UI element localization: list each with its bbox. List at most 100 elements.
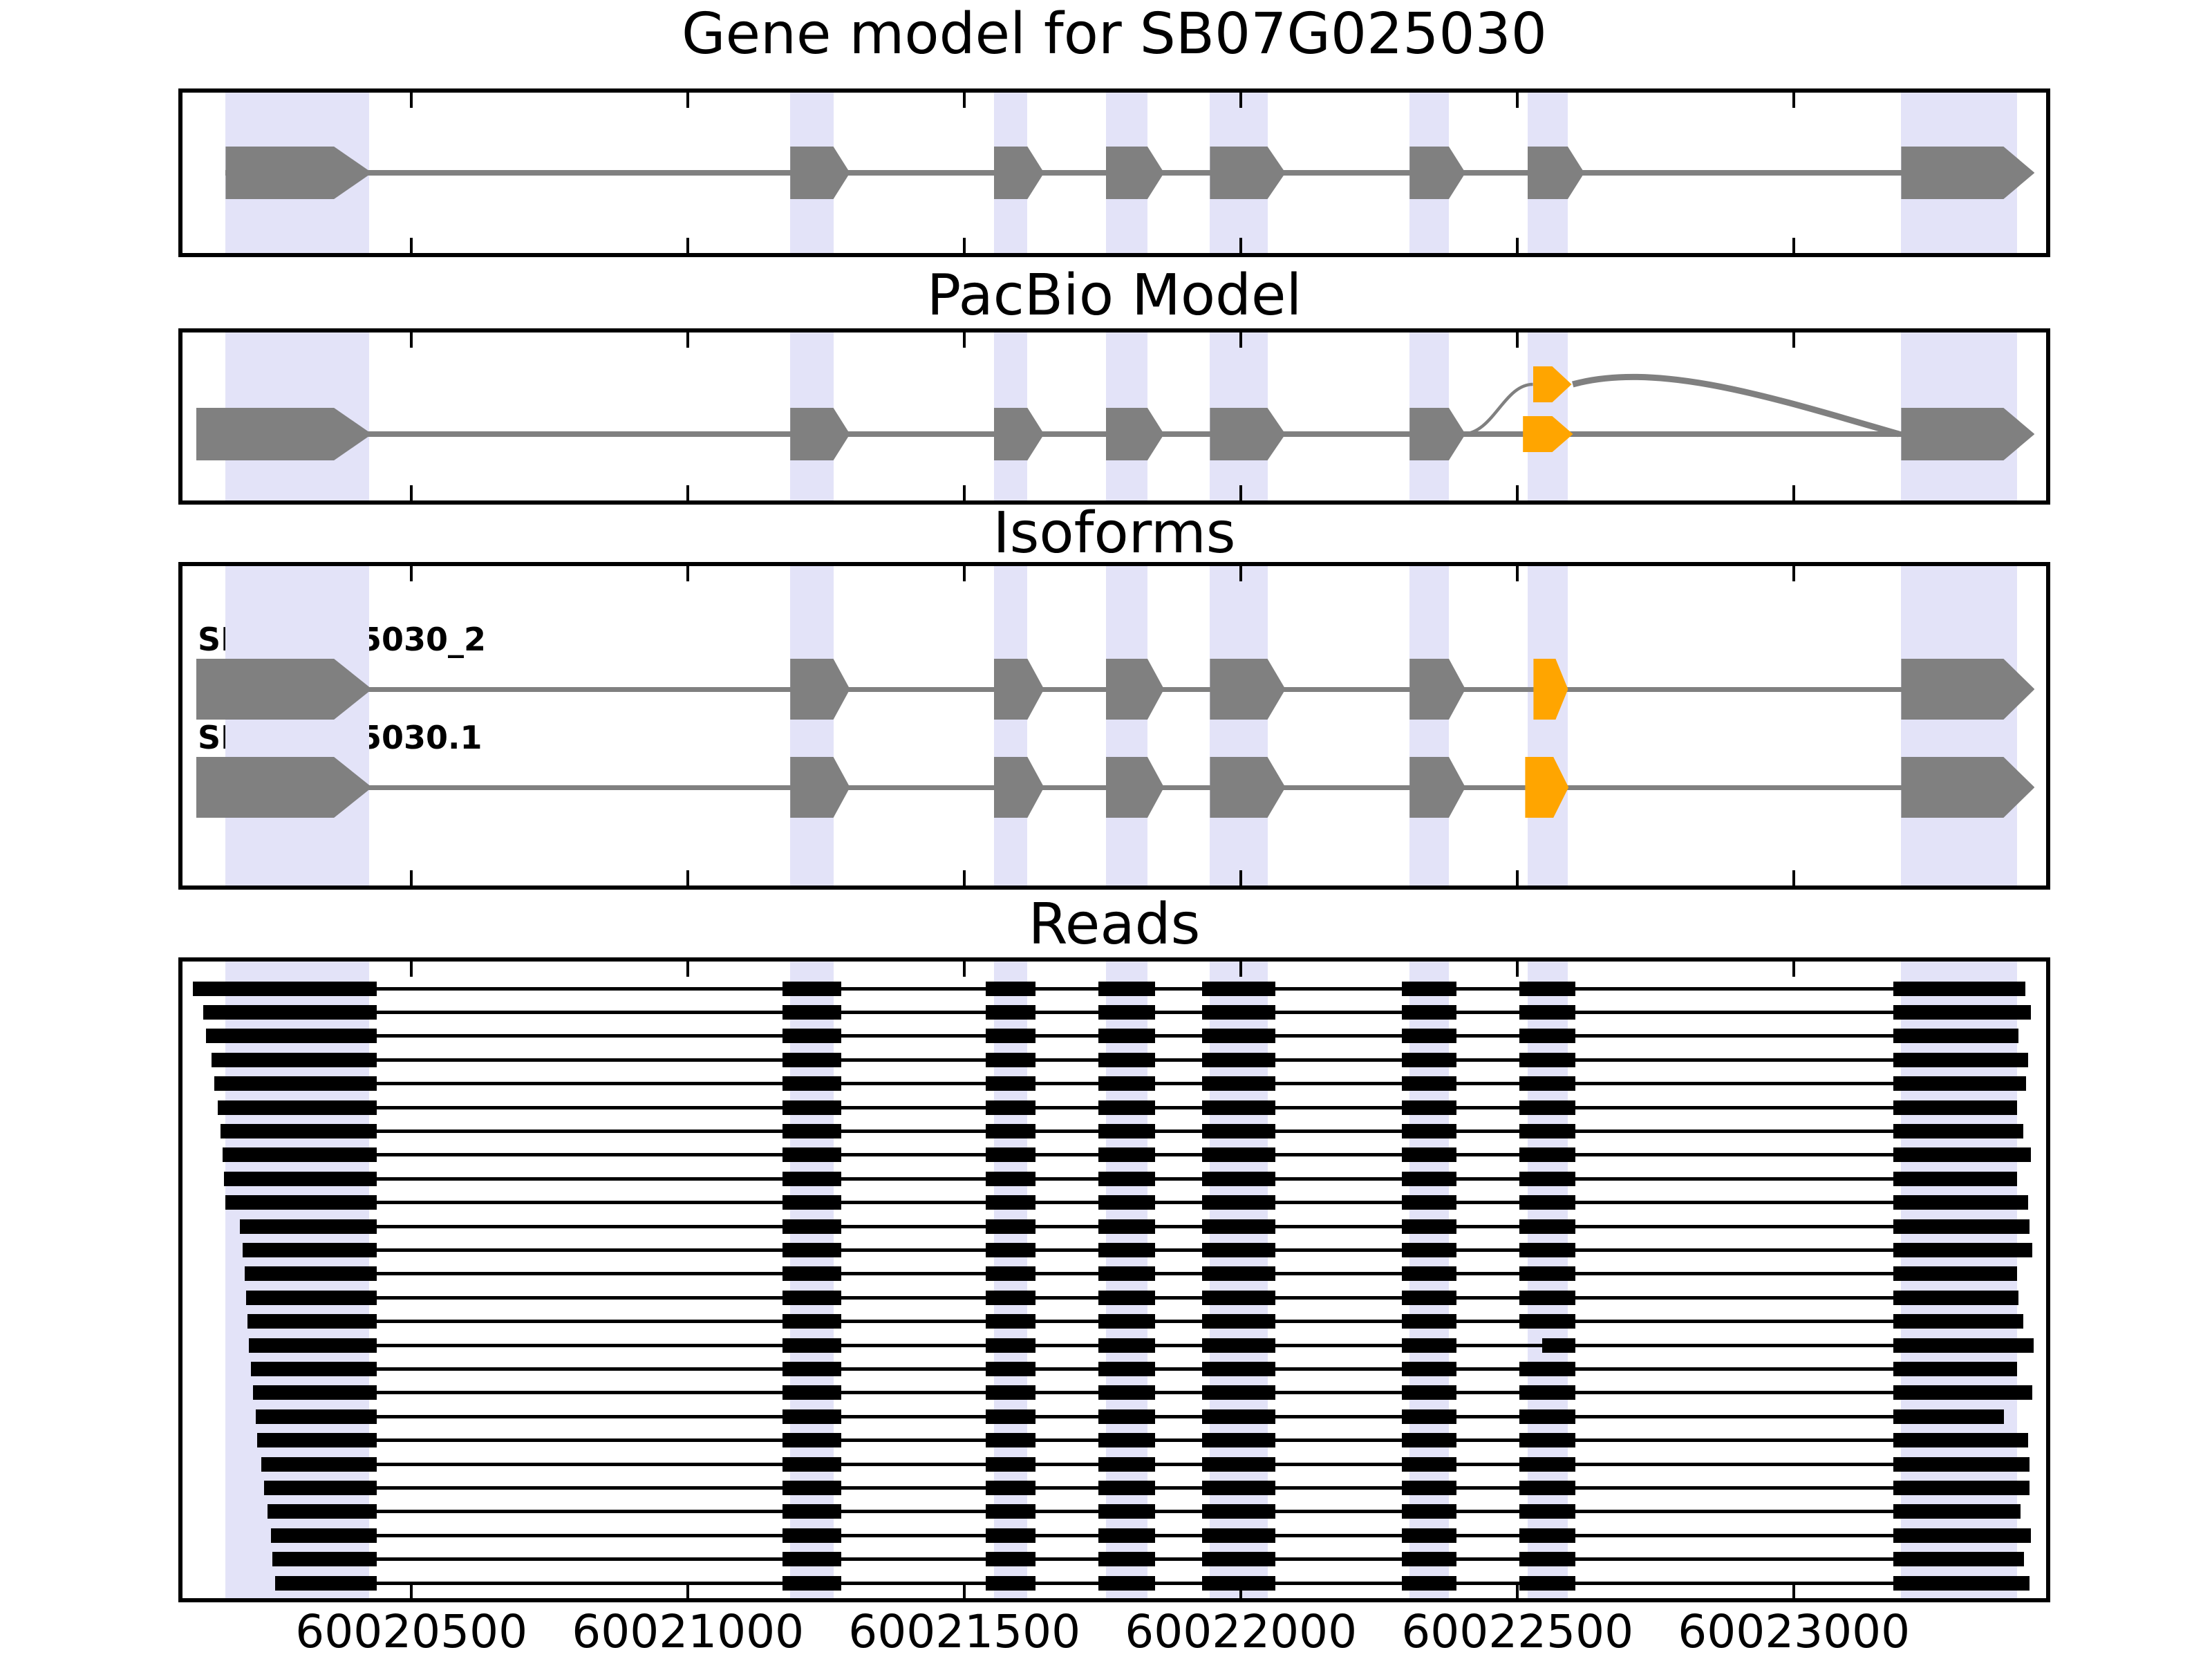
read-block <box>1519 981 1576 996</box>
axis-tick <box>1239 238 1243 253</box>
read-block <box>782 1552 841 1567</box>
read-block <box>1893 1504 2021 1519</box>
read-block <box>1893 1147 2032 1163</box>
read-block <box>1202 1361 1275 1376</box>
read-block <box>1202 1290 1275 1305</box>
read-block <box>1893 1242 2032 1257</box>
read-block <box>1202 1552 1275 1567</box>
axis-tick <box>1239 332 1243 348</box>
read-block <box>1098 1171 1156 1186</box>
read-block <box>206 1029 377 1044</box>
read-block <box>1893 1361 2018 1376</box>
exon-block <box>196 659 372 720</box>
track-title-isoforms: Isoforms <box>993 500 1236 566</box>
read-block <box>225 1195 377 1210</box>
read-block <box>1402 1219 1457 1234</box>
axis-tick <box>410 238 413 253</box>
read-block <box>1202 1004 1275 1020</box>
exon-block <box>1210 757 1285 818</box>
axis-tick <box>1516 93 1519 108</box>
highlight-band <box>1106 566 1147 885</box>
read-block <box>1098 1052 1156 1067</box>
axis-tick <box>1516 566 1519 581</box>
read-block <box>1402 1195 1457 1210</box>
read-block <box>1893 1171 2018 1186</box>
read-block <box>1519 1076 1576 1091</box>
read-block <box>1098 1314 1156 1329</box>
read-block <box>1519 1171 1576 1186</box>
read-block <box>1519 1219 1576 1234</box>
read-block <box>255 1409 377 1424</box>
read-block <box>782 1004 841 1020</box>
axis-tick <box>1792 962 1796 977</box>
axis-tick <box>686 566 690 581</box>
read-block <box>1402 1004 1457 1020</box>
read-block <box>782 1338 841 1353</box>
read-block <box>986 1100 1035 1115</box>
read-block <box>986 1195 1035 1210</box>
read-block <box>986 1480 1035 1495</box>
axis-tick <box>963 962 966 977</box>
axis-tick <box>963 870 966 885</box>
read-block <box>1098 1504 1156 1519</box>
read-block <box>986 1385 1035 1400</box>
read-block <box>1202 1052 1275 1067</box>
read-block <box>1893 1314 2024 1329</box>
axis-tick <box>686 93 690 108</box>
read-block <box>1202 1385 1275 1400</box>
axis-tick <box>1239 93 1243 108</box>
read-block <box>986 1219 1035 1234</box>
read-block <box>1519 1029 1576 1044</box>
read-block <box>1402 1029 1457 1044</box>
read-block <box>1202 1147 1275 1163</box>
x-tick-label: 60023000 <box>1678 1605 1911 1658</box>
read-block <box>1893 981 2026 996</box>
highlight-band <box>1901 566 2018 885</box>
read-block <box>249 1338 377 1353</box>
axis-tick <box>686 962 690 977</box>
axis-tick <box>963 238 966 253</box>
read-block <box>986 981 1035 996</box>
read-block <box>782 1052 841 1067</box>
read-block <box>1098 1219 1156 1234</box>
read-block <box>1893 1552 2024 1567</box>
read-block <box>1402 1552 1457 1567</box>
axis-tick <box>410 566 413 581</box>
read-block <box>1202 1076 1275 1091</box>
axis-tick <box>1516 1583 1519 1598</box>
axis-tick <box>1792 870 1796 885</box>
axis-tick <box>1516 332 1519 348</box>
read-block <box>986 1552 1035 1567</box>
read-block <box>1202 1528 1275 1543</box>
read-block <box>246 1290 377 1305</box>
read-block <box>1402 1409 1457 1424</box>
read-block <box>1402 1242 1457 1257</box>
read-block <box>1202 1195 1275 1210</box>
read-block <box>782 1385 841 1400</box>
read-block <box>1893 1029 2018 1044</box>
read-block <box>986 1314 1035 1329</box>
read-block <box>1402 1052 1457 1067</box>
read-block <box>986 1171 1035 1186</box>
read-block <box>1098 1456 1156 1472</box>
read-block <box>1519 1004 1576 1020</box>
axis-tick <box>1792 238 1796 253</box>
exon-block <box>196 408 372 460</box>
read-block <box>782 1029 841 1044</box>
read-block <box>1202 1504 1275 1519</box>
read-block <box>1402 1314 1457 1329</box>
read-block <box>1893 1100 2018 1115</box>
read-block <box>1519 1480 1576 1495</box>
exon-block <box>1901 147 2034 199</box>
splice-arc <box>1462 382 1533 436</box>
read-block <box>986 1076 1035 1091</box>
read-block <box>986 1123 1035 1138</box>
read-block <box>1893 1123 2024 1138</box>
axis-tick <box>1792 1583 1796 1598</box>
read-block <box>1202 1314 1275 1329</box>
read-block <box>193 981 377 996</box>
read-block <box>782 1433 841 1448</box>
read-block <box>1098 1552 1156 1567</box>
read-block <box>782 1480 841 1495</box>
read-block <box>1893 1409 2005 1424</box>
